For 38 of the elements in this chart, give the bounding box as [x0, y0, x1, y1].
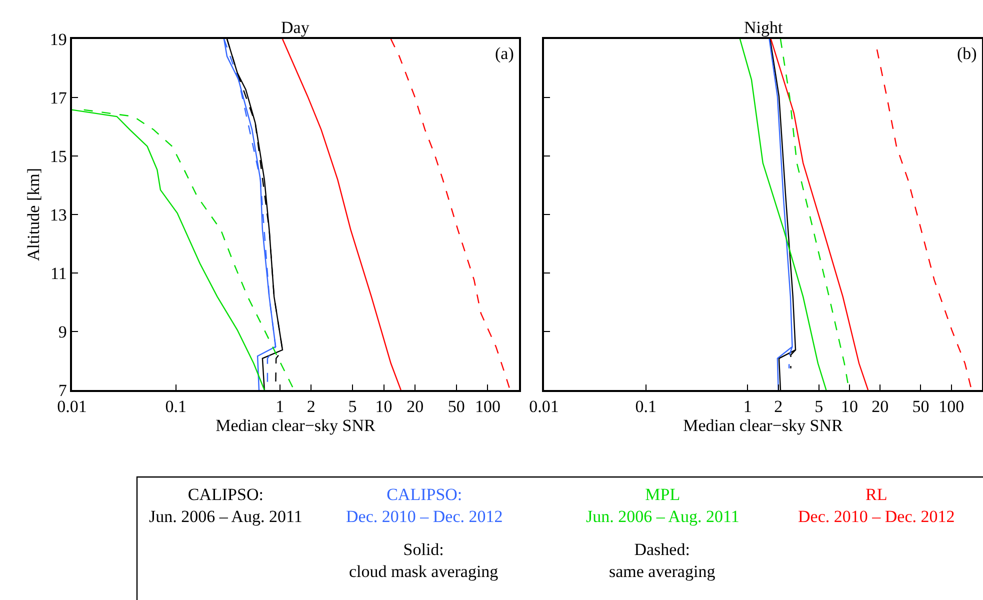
y-tick-label: 9	[58, 322, 67, 342]
chart-title: Night	[744, 18, 783, 37]
x-tick-label: 100	[938, 397, 964, 416]
annotation: (a)	[495, 44, 514, 63]
x-tick-label: 1	[743, 397, 752, 416]
y-tick-label: 13	[50, 205, 67, 224]
x-tick-label: 100	[474, 397, 500, 416]
text: Solid: cloud mask averaging	[349, 540, 499, 582]
x-tick-label: 50	[448, 397, 465, 416]
y-tick-label: 17	[50, 88, 68, 108]
x-tick-label: 50	[912, 397, 930, 416]
y-tick-label: 19	[50, 30, 67, 49]
x-tick-label: 5	[814, 397, 824, 416]
text: MPL Jun. 2006 – Aug. 2011	[586, 485, 740, 526]
text: Dashed: same averaging	[609, 540, 716, 582]
x-axis-title: Median clear−sky SNR	[216, 416, 376, 436]
x-tick-label: 10	[375, 397, 392, 416]
text: CALIPSO: Dec. 2010 – Dec. 2012	[346, 485, 503, 526]
annotation: (b)	[957, 44, 977, 63]
y-axis-title: Altitude [km]	[24, 168, 43, 262]
chart-title: Day	[281, 18, 310, 37]
x-tick-label: 0.1	[635, 397, 656, 416]
text: CALIPSO: Jun. 2006 – Aug. 2011	[149, 485, 302, 526]
x-tick-label: 0.01	[529, 397, 559, 416]
x-tick-label: 0.1	[165, 397, 187, 416]
x-axis-title: Median clear−sky SNR	[683, 416, 844, 436]
x-tick-label: 20	[406, 397, 424, 416]
x-tick-label: 2	[306, 397, 316, 416]
y-tick-label: 15	[50, 146, 67, 166]
x-tick-label: 0.01	[57, 397, 87, 416]
y-tick-label: 7	[58, 380, 68, 400]
y-tick-label: 11	[50, 264, 67, 283]
x-tick-label: 20	[872, 397, 889, 416]
x-tick-label: 5	[348, 397, 357, 416]
text: RL Dec. 2010 – Dec. 2012	[798, 485, 955, 526]
x-tick-label: 10	[841, 397, 858, 416]
x-tick-label: 1	[276, 397, 284, 416]
x-tick-label: 2	[774, 397, 783, 416]
